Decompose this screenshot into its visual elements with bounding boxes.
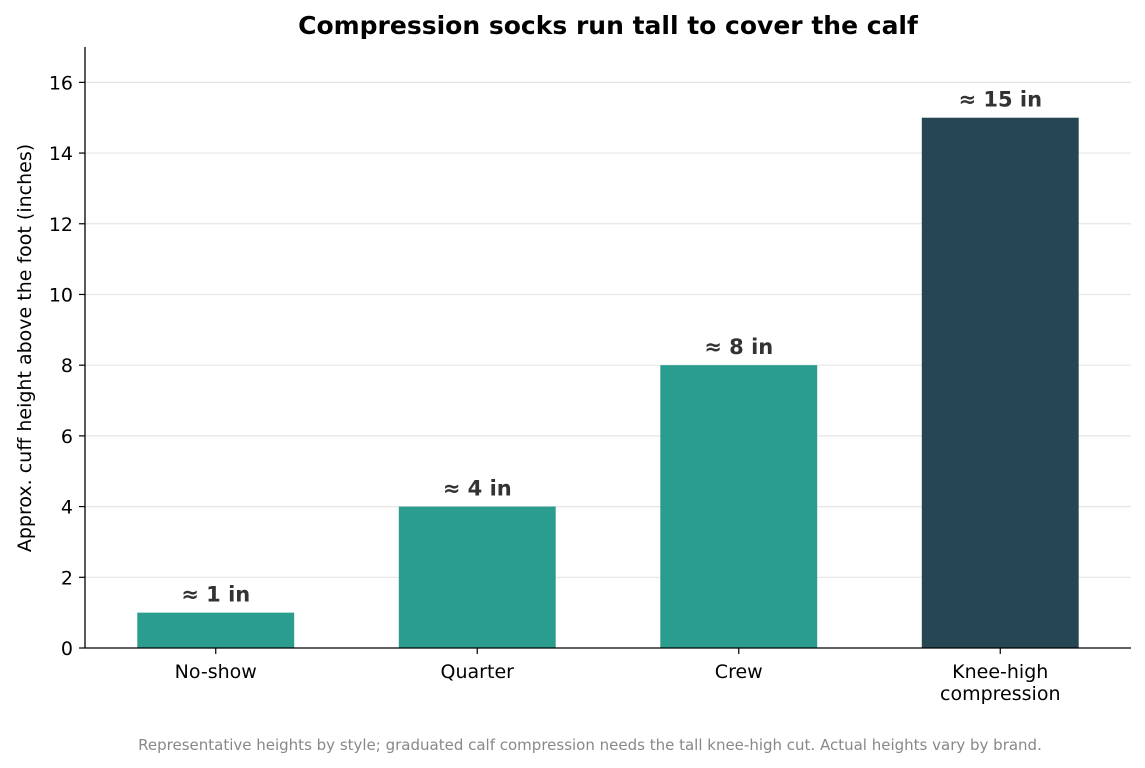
chart-caption: Representative heights by style; graduat… <box>138 736 1042 754</box>
y-axis-label: Approx. cuff height above the foot (inch… <box>14 144 36 552</box>
x-tick-label: Knee-high compression <box>940 661 1060 705</box>
chart-title: Compression socks run tall to cover the … <box>298 11 919 40</box>
x-tick-label: No-show <box>175 661 257 683</box>
y-tick-label: 4 <box>61 497 73 519</box>
bar <box>921 117 1079 649</box>
y-tick-label: 8 <box>61 355 73 377</box>
y-tick-label: 0 <box>61 638 73 660</box>
bars <box>137 117 1079 649</box>
y-tick-label: 16 <box>49 72 73 94</box>
y-ticks: 0 2 4 6 8 10 12 14 16 <box>49 72 85 660</box>
bar-value-label: ≈ 15 in <box>958 88 1042 112</box>
bar-value-label: ≈ 4 in <box>443 477 512 501</box>
x-tick-label: Quarter <box>441 661 515 683</box>
bar <box>398 506 556 648</box>
data-labels: ≈ 1 in ≈ 4 in ≈ 8 in ≈ 15 in <box>181 88 1042 607</box>
x-ticks: No-show Quarter Crew Knee-high compression <box>175 648 1060 705</box>
bar-value-label: ≈ 8 in <box>704 335 773 359</box>
bar <box>137 612 295 648</box>
y-tick-label: 6 <box>61 426 73 448</box>
bar <box>660 365 818 648</box>
axes <box>84 47 1131 649</box>
y-tick-label: 10 <box>49 284 73 306</box>
bar-value-label: ≈ 1 in <box>181 583 250 607</box>
y-tick-label: 14 <box>49 143 73 165</box>
y-tick-label: 12 <box>49 214 73 236</box>
gridlines <box>85 81 1131 578</box>
x-tick-label: Crew <box>715 661 763 683</box>
y-tick-label: 2 <box>61 567 73 589</box>
